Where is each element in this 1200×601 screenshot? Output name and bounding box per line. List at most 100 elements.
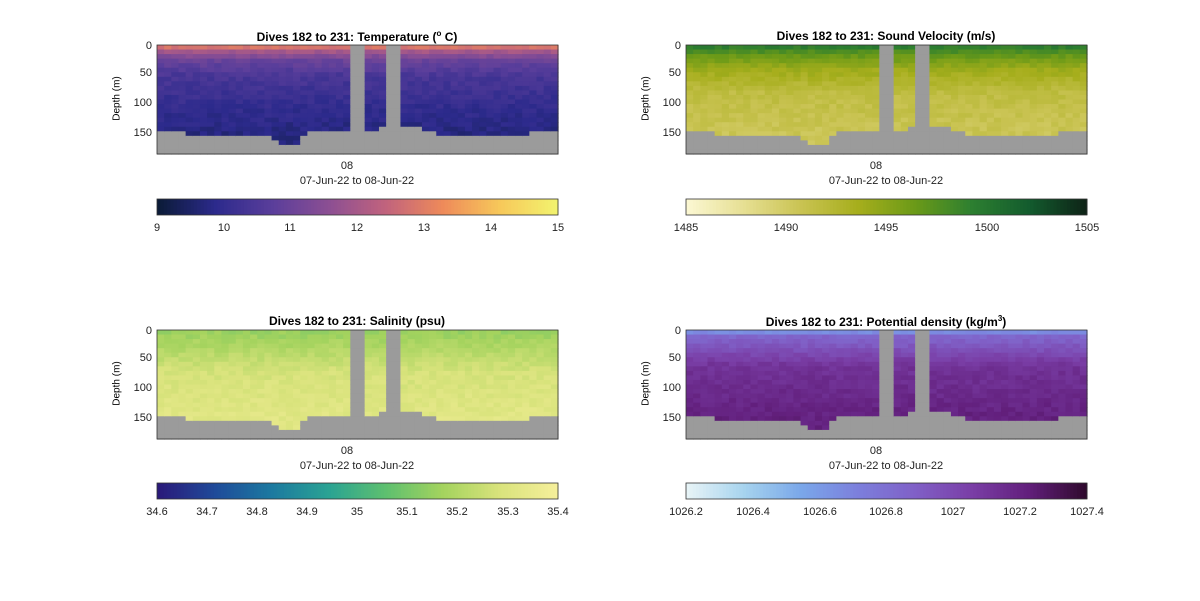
heatmap-cell [814, 425, 823, 431]
heatmap-cell [464, 117, 473, 123]
colorbar-swatch [726, 199, 730, 215]
colorbar-swatch [547, 199, 552, 215]
heatmap-cell [271, 434, 280, 440]
heatmap-cell [271, 420, 280, 426]
heatmap-cell [171, 407, 180, 413]
heatmap-cell [378, 330, 387, 336]
heatmap-cell [336, 58, 344, 64]
heatmap-cell [414, 402, 423, 408]
heatmap-cell [915, 72, 923, 78]
heatmap-cell [257, 85, 266, 92]
heatmap-cell [171, 131, 180, 137]
heatmap-cell [486, 90, 495, 96]
heatmap-cell [843, 58, 852, 64]
heatmap-cell [543, 407, 552, 413]
heatmap-cell [185, 81, 194, 87]
heatmap-cell [1008, 122, 1016, 128]
heatmap-cell [736, 49, 744, 55]
heatmap-cell [364, 135, 373, 141]
heatmap-cell [786, 375, 795, 381]
heatmap-cell [893, 58, 902, 64]
heatmap-cell [199, 117, 208, 123]
heatmap-cell [164, 135, 172, 141]
heatmap-cell [221, 108, 230, 114]
heatmap-cell [307, 389, 316, 395]
heatmap-cell [472, 81, 480, 87]
heatmap-cell [271, 72, 280, 78]
heatmap-cell [314, 135, 323, 141]
heatmap-cell [364, 99, 373, 105]
colorbar-swatch [464, 483, 469, 499]
heatmap-cell [721, 49, 730, 55]
heatmap-cell [293, 348, 301, 354]
heatmap-cell [728, 108, 737, 114]
colorbar-swatch [207, 199, 211, 215]
colorbar-swatch [809, 199, 814, 215]
heatmap-cell [1036, 108, 1045, 114]
heatmap-cell [693, 343, 701, 349]
heatmap-cell [293, 122, 301, 128]
heatmap-cell [472, 45, 480, 51]
heatmap-cell [836, 420, 845, 426]
heatmap-cell [436, 411, 445, 417]
heatmap-cell [686, 389, 694, 395]
heatmap-cell [199, 343, 208, 349]
heatmap-cell [986, 54, 995, 60]
heatmap-cell [164, 76, 172, 82]
heatmap-cell [242, 379, 251, 386]
heatmap-cell [472, 67, 480, 73]
heatmap-cell [814, 81, 823, 87]
heatmap-cell [700, 375, 709, 381]
heatmap-cell [457, 411, 466, 417]
heatmap-cell [450, 361, 459, 367]
heatmap-cell [779, 108, 787, 114]
heatmap-cell [786, 334, 795, 340]
heatmap-cell [721, 81, 730, 87]
heatmap-cell [479, 375, 487, 381]
heatmap-cell [371, 357, 380, 363]
heatmap-cell [950, 108, 959, 114]
heatmap-cell [829, 104, 837, 110]
heatmap-cell [693, 416, 701, 422]
heatmap-cell [764, 117, 773, 123]
heatmap-cell [436, 117, 445, 123]
heatmap-cell [386, 126, 394, 132]
heatmap-cell [950, 54, 959, 60]
heatmap-cell [185, 76, 194, 82]
heatmap-cell [779, 85, 787, 92]
heatmap-cell [343, 113, 351, 119]
heatmap-cell [793, 135, 802, 141]
heatmap-cell [865, 45, 873, 51]
heatmap-cell [314, 58, 323, 64]
heatmap-cell [736, 370, 744, 377]
colorbar-swatch [431, 483, 435, 499]
heatmap-cell [164, 429, 172, 436]
heatmap-cell [307, 411, 316, 417]
heatmap-cell [500, 393, 509, 399]
colorbar-swatch [400, 199, 405, 215]
heatmap-cell [300, 81, 308, 87]
heatmap-cell [271, 375, 280, 381]
heatmap-cell [550, 126, 559, 132]
heatmap-cell [278, 58, 287, 64]
heatmap-cell [235, 429, 244, 436]
heatmap-cell [843, 85, 852, 92]
heatmap-cell [164, 375, 172, 381]
heatmap-cell [1044, 63, 1052, 69]
heatmap-cell [178, 407, 187, 413]
heatmap-cell [285, 45, 294, 51]
colorbar-swatch [287, 199, 292, 215]
heatmap-cell [993, 104, 1002, 110]
heatmap-cell [728, 49, 737, 55]
salinity-cbtick: 34.8 [246, 506, 268, 518]
heatmap-cell [357, 370, 366, 377]
heatmap-cell [1058, 99, 1067, 105]
heatmap-cell [843, 63, 852, 69]
heatmap-cell [164, 131, 172, 137]
heatmap-cell [836, 99, 845, 105]
heatmap-cell [907, 94, 916, 101]
heatmap-cell [771, 72, 780, 78]
heatmap-cell [350, 81, 359, 87]
heatmap-cell [221, 126, 230, 132]
heatmap-cell [993, 45, 1002, 51]
